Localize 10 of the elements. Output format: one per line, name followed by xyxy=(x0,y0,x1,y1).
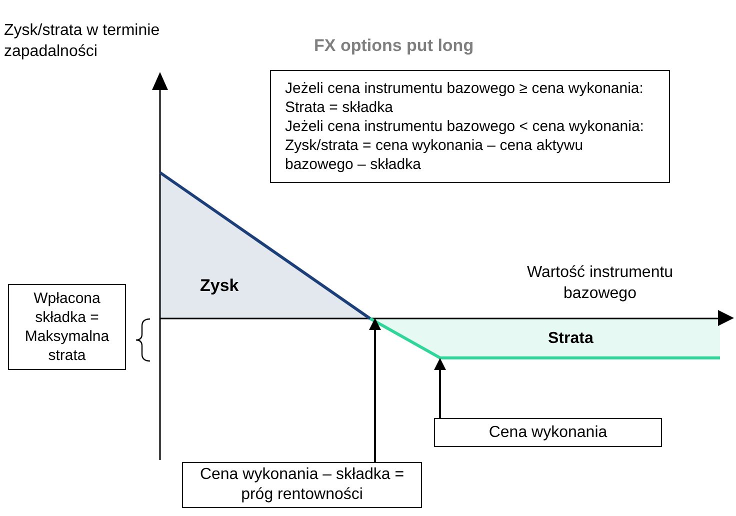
text: Jeżeli cena instrumentu bazowego ≥ cena wykonania: Strata = składka xyxy=(285,79,644,117)
annotation: Strata xyxy=(548,330,594,348)
text: Wpłacona składka = Maksymalna strata xyxy=(8,284,126,370)
x-axis-title: Wartość instrumentu bazowego xyxy=(526,263,674,304)
annotation: Zysk xyxy=(200,276,239,296)
text: Zysk/strata w terminie zapadalności xyxy=(4,21,161,62)
chart-title: FX options put long xyxy=(314,36,474,56)
text: Cena wykonania – składka = próg rentowności xyxy=(182,462,422,508)
text: Cena wykonania xyxy=(434,418,662,447)
annotation: Jeżeli cena instrumentu bazowego < cena wykonania: Zysk/strata = cena wykonania – cena aktywu bazowego – składka xyxy=(285,117,645,174)
